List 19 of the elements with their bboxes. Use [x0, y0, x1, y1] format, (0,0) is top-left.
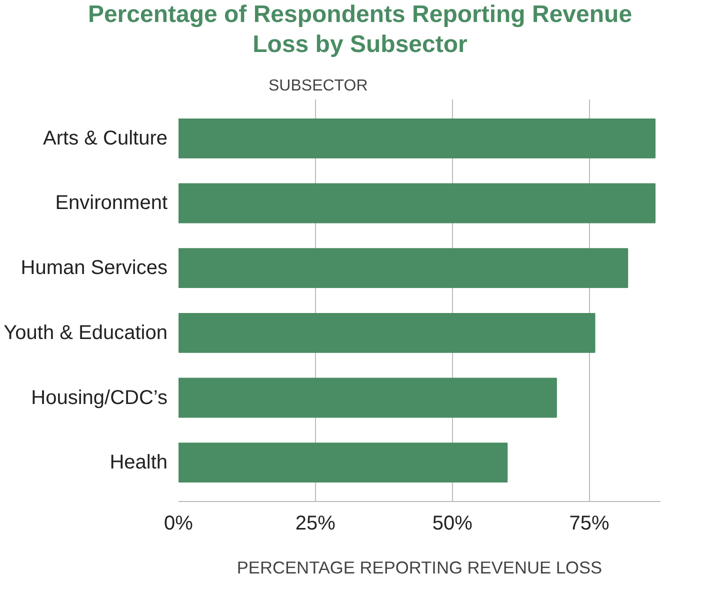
- y-tick-label: Human Services: [20, 257, 168, 280]
- x-axis-title: PERCENTAGE REPORTING REVENUE LOSS: [236, 558, 602, 578]
- bar: [178, 378, 557, 418]
- y-tick-label: Youth & Education: [4, 322, 168, 344]
- bar: [178, 442, 508, 483]
- y-axis-title: SUBSECTOR: [268, 78, 368, 94]
- bar: [178, 183, 656, 224]
- chart-title: Percentage of Respondents Reporting Revenue Loss by Subsector: [86, 0, 634, 60]
- y-tick-label: Environment: [55, 192, 168, 214]
- y-tick-label: Arts & Culture: [43, 127, 168, 150]
- x-tick-label: 50%: [432, 512, 473, 534]
- bar: [178, 248, 628, 288]
- x-tick-label: 75%: [569, 512, 610, 534]
- y-tick-label: Health: [110, 452, 168, 474]
- y-tick-label: Housing/CDC’s: [31, 386, 168, 409]
- bar: [178, 312, 596, 353]
- x-tick-label: 0%: [164, 512, 194, 534]
- bar: [178, 118, 656, 158]
- x-tick-label: 25%: [295, 512, 336, 534]
